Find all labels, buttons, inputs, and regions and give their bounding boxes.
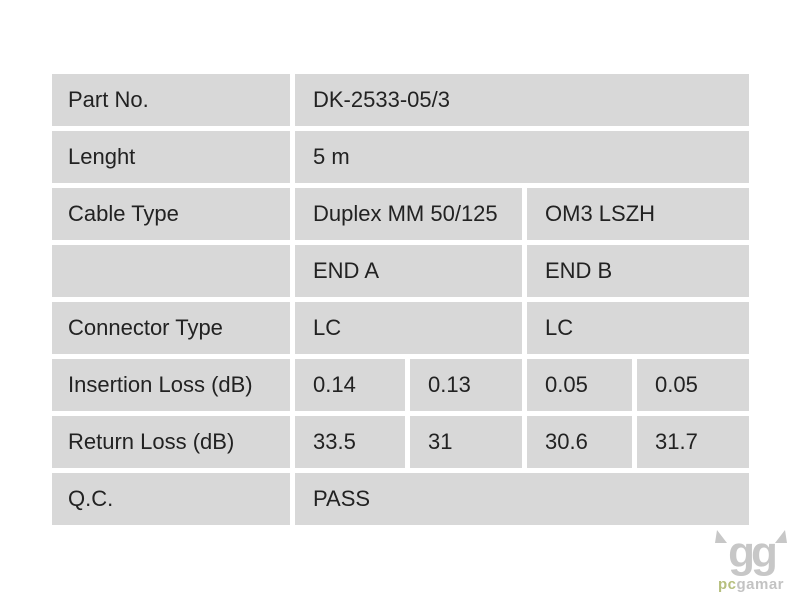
- cable-type-label: Cable Type: [52, 188, 290, 240]
- insertion-loss-value-3: 0.05: [527, 359, 632, 411]
- cable-spec-table: Part No. DK-2533-05/3 Lenght 5 m Cable T…: [52, 74, 749, 525]
- table-row-part-no: Part No. DK-2533-05/3: [52, 74, 749, 126]
- watermark-wordmark: pcgamar: [707, 576, 795, 593]
- gg-logo-text: gg: [728, 528, 778, 577]
- table-row-qc: Q.C. PASS: [52, 473, 749, 525]
- return-loss-value-4: 31.7: [637, 416, 749, 468]
- length-value: 5 m: [295, 131, 749, 183]
- end-b-header: END B: [527, 245, 749, 297]
- part-no-label: Part No.: [52, 74, 290, 126]
- part-no-value: DK-2533-05/3: [295, 74, 749, 126]
- insertion-loss-value-4: 0.05: [637, 359, 749, 411]
- table-row-insertion-loss: Insertion Loss (dB) 0.14 0.13 0.05 0.05: [52, 359, 749, 411]
- owl-horn-left-icon: [715, 530, 727, 543]
- insertion-loss-value-2: 0.13: [410, 359, 522, 411]
- insertion-loss-value-1: 0.14: [295, 359, 405, 411]
- gg-owl-logo: gg: [707, 530, 795, 575]
- qc-value: PASS: [295, 473, 749, 525]
- return-loss-value-2: 31: [410, 416, 522, 468]
- table-row-cable-type: Cable Type Duplex MM 50/125 OM3 LSZH: [52, 188, 749, 240]
- connector-type-label: Connector Type: [52, 302, 290, 354]
- return-loss-value-3: 30.6: [527, 416, 632, 468]
- return-loss-label: Return Loss (dB): [52, 416, 290, 468]
- qc-label: Q.C.: [52, 473, 290, 525]
- pcgamar-watermark: gg pcgamar: [707, 530, 795, 593]
- cable-type-value-2: OM3 LSZH: [527, 188, 749, 240]
- table-row-return-loss: Return Loss (dB) 33.5 31 30.6 31.7: [52, 416, 749, 468]
- connector-type-end-b: LC: [527, 302, 749, 354]
- watermark-text-gamar: gamar: [736, 576, 785, 593]
- owl-horn-right-icon: [775, 530, 787, 543]
- cable-type-value-1: Duplex MM 50/125: [295, 188, 522, 240]
- table-row-connector-type: Connector Type LC LC: [52, 302, 749, 354]
- end-a-header: END A: [295, 245, 522, 297]
- insertion-loss-label: Insertion Loss (dB): [52, 359, 290, 411]
- connector-type-end-a: LC: [295, 302, 522, 354]
- table-row-length: Lenght 5 m: [52, 131, 749, 183]
- ends-header-empty-cell: [52, 245, 290, 297]
- return-loss-value-1: 33.5: [295, 416, 405, 468]
- watermark-text-pc: pc: [717, 576, 737, 593]
- length-label: Lenght: [52, 131, 290, 183]
- table-row-ends-header: END A END B: [52, 245, 749, 297]
